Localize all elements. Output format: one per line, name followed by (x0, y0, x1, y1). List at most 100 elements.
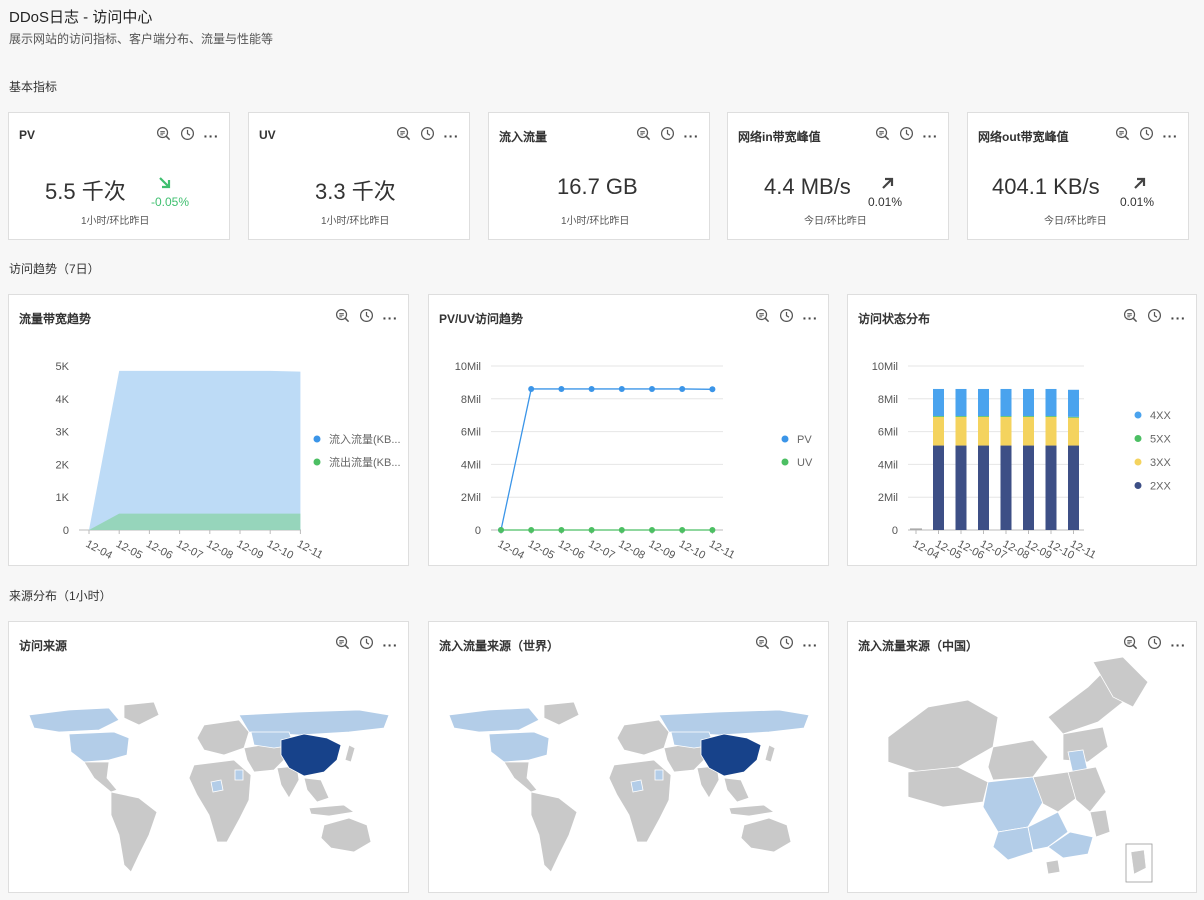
history-icon[interactable] (180, 126, 195, 146)
history-icon[interactable] (420, 126, 435, 146)
map-group (448, 701, 810, 873)
world-map[interactable] (9, 622, 410, 894)
europe-region (196, 719, 250, 756)
metric-title: 网络in带宽峰值 (738, 130, 821, 144)
zoom-icon[interactable] (335, 635, 350, 655)
indonesia-region (728, 804, 776, 817)
canada-region (28, 707, 120, 733)
history-icon[interactable] (359, 635, 374, 655)
trend-down-icon (157, 175, 173, 196)
history-icon[interactable] (779, 308, 794, 328)
y-tick-label: 2Mil (461, 492, 481, 504)
y-tick-label: 4Mil (461, 459, 481, 471)
southeast-asia-region (303, 777, 330, 803)
more-icon[interactable]: ··· (922, 128, 938, 144)
legend-label: 5XX (1150, 434, 1171, 446)
bar-segment (1023, 416, 1034, 417)
data-point (528, 527, 535, 533)
section-source-distribution: 来源分布（1小时） (9, 589, 112, 603)
metric-card: 网络in带宽峰值 ··· 4.4 MB/s 今日/环比昨日 0.01% (727, 112, 949, 240)
zoom-icon[interactable] (755, 635, 770, 655)
bar-segment (1045, 416, 1057, 417)
bar-segment (1068, 417, 1079, 446)
more-icon[interactable]: ··· (1170, 637, 1186, 653)
history-icon[interactable] (1139, 126, 1154, 146)
zoom-icon[interactable] (636, 126, 651, 146)
zoom-icon[interactable] (755, 308, 770, 328)
russia-region (238, 709, 390, 736)
zoom-icon[interactable] (335, 308, 350, 328)
more-icon[interactable]: ··· (802, 310, 818, 326)
more-icon[interactable]: ··· (683, 128, 699, 144)
zoom-icon[interactable] (396, 126, 411, 146)
data-point (528, 385, 535, 392)
more-icon[interactable]: ··· (1162, 128, 1178, 144)
history-icon[interactable] (1147, 635, 1162, 655)
history-icon[interactable] (359, 308, 374, 328)
zoom-icon[interactable] (1123, 308, 1138, 328)
status-distribution-card: 访问状态分布 ··· 0 2Mil 4Mil 6Mil 8Mil 10Mil 12-04 12… (847, 294, 1197, 566)
legend-marker (1134, 435, 1142, 442)
x-tick-label: 12-05 (526, 538, 556, 562)
africa-highlight-region (654, 769, 664, 781)
data-point (679, 527, 686, 533)
history-icon[interactable] (779, 635, 794, 655)
y-tick-label: 6Mil (461, 427, 481, 439)
history-icon[interactable] (899, 126, 914, 146)
china-map[interactable] (848, 622, 1198, 894)
x-tick-label: 12-11 (295, 538, 325, 561)
data-point (709, 527, 716, 533)
world-inflow-source-card: 流入流量来源（世界） ··· (428, 621, 829, 893)
y-tick-label: 0 (475, 525, 481, 537)
south-america-region (530, 791, 578, 873)
guangxi-region (1027, 811, 1069, 851)
pvuv-trend-card: PV/UV访问趋势 ··· 0 2Mil 4Mil 6Mil 8Mil 10Mil 12-0… (428, 294, 829, 566)
y-tick-label: 0 (63, 525, 69, 537)
metric-card: UV ··· 3.3 千次 1小时/环比昨日 (248, 112, 470, 240)
metric-period: 今日/环比昨日 (804, 216, 867, 227)
australia-region (320, 817, 372, 853)
map-group (28, 701, 390, 873)
metric-value: 5.5 千次 (45, 179, 126, 204)
fujian-region (1089, 809, 1111, 838)
bar-segment (933, 416, 944, 417)
africa-highlight-region (630, 779, 644, 793)
x-tick-label: 12-10 (265, 538, 295, 562)
bar-segment (1023, 388, 1034, 417)
bar-segment (1023, 445, 1034, 530)
zoom-icon[interactable] (156, 126, 171, 146)
bar-segment (1000, 445, 1012, 530)
japan-region (344, 744, 356, 763)
x-tick-label: 12-04 (84, 538, 114, 562)
page-title: DDoS日志 - 访问中心 (9, 9, 153, 26)
bandwidth-area-chart: 0 1K 2K 3K 4K 5K 12-04 12-05 12-06 12-07 12-08 12-0… (56, 361, 401, 562)
x-tick-label: 12-08 (204, 538, 234, 562)
zoom-icon[interactable] (1123, 635, 1138, 655)
data-point (709, 386, 716, 393)
more-icon[interactable]: ··· (443, 128, 459, 144)
metric-period: 今日/环比昨日 (1044, 216, 1107, 227)
canada-region (448, 707, 540, 733)
card-toolbar: ··· (335, 308, 399, 328)
tibet-region (907, 766, 989, 808)
africa-highlight-region (210, 779, 224, 793)
more-icon[interactable]: ··· (382, 637, 398, 653)
more-icon[interactable]: ··· (802, 637, 818, 653)
data-point (649, 527, 655, 533)
bar-segment (978, 388, 989, 417)
indonesia-region (308, 804, 356, 817)
history-icon[interactable] (660, 126, 675, 146)
legend-marker (313, 435, 321, 443)
more-icon[interactable]: ··· (382, 310, 398, 326)
metric-title: PV (19, 128, 36, 142)
page-subtitle: 展示网站的访问指标、客户端分布、流量与性能等 (9, 32, 274, 46)
history-icon[interactable] (1147, 308, 1162, 328)
data-point (618, 385, 625, 392)
more-icon[interactable]: ··· (203, 128, 219, 144)
world-map[interactable] (429, 622, 830, 894)
zoom-icon[interactable] (875, 126, 890, 146)
area-series (89, 513, 301, 530)
south-china-sea-islands (1130, 849, 1147, 875)
zoom-icon[interactable] (1115, 126, 1130, 146)
more-icon[interactable]: ··· (1170, 310, 1186, 326)
